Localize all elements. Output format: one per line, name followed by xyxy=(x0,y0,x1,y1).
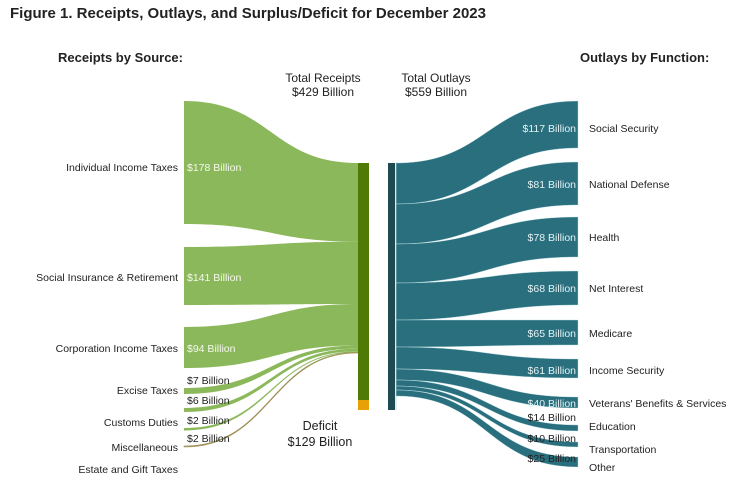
receipt-flow xyxy=(184,101,358,242)
outlay-function-label: Other xyxy=(589,462,616,474)
total-receipts-value: $429 Billion xyxy=(291,85,355,99)
receipt-value-label: $2 Billion xyxy=(187,433,230,445)
outlay-value-label: $78 Billion xyxy=(528,232,577,244)
outlay-flow xyxy=(395,389,579,468)
receipt-source-label: Excise Taxes xyxy=(117,385,178,397)
outlay-function-label: National Defense xyxy=(589,179,670,191)
chart-title: Figure 1. Receipts, Outlays, and Surplus… xyxy=(10,5,486,22)
outlay-function-label: Education xyxy=(589,421,636,433)
outlay-function-label: Transportation xyxy=(589,444,656,456)
total-outlays: Total Outlays $559 Billion xyxy=(391,71,481,99)
outlay-value-label: $40 Billion xyxy=(528,398,577,410)
total-receipts: Total Receipts $429 Billion xyxy=(278,71,368,99)
outlay-flow xyxy=(395,100,579,205)
receipt-flow xyxy=(184,303,358,368)
receipt-value-label: $141 Billion xyxy=(187,272,241,284)
total-outlays-value: $559 Billion xyxy=(404,85,468,99)
receipt-source-label: Corporation Income Taxes xyxy=(56,343,178,355)
outlay-flow xyxy=(395,346,579,379)
receipt-value-label: $7 Billion xyxy=(187,375,230,387)
receipt-value-label: $178 Billion xyxy=(187,162,241,174)
outlays-header: Outlays by Function: xyxy=(580,50,710,65)
outlay-flow xyxy=(395,319,579,348)
receipt-flow xyxy=(184,345,358,394)
outlay-function-label: Health xyxy=(589,232,620,244)
receipt-source-label: Individual Income Taxes xyxy=(66,162,178,174)
receipts-header: Receipts by Source: xyxy=(58,50,183,65)
receipt-source-label: Social Insurance & Retirement xyxy=(36,272,178,284)
receipt-value-label: $2 Billion xyxy=(187,415,230,427)
outlay-flow xyxy=(395,368,579,409)
outlay-flow xyxy=(395,270,579,321)
outlay-value-label: $14 Billion xyxy=(528,412,577,424)
receipt-flow xyxy=(184,241,358,305)
outlay-value-label: $81 Billion xyxy=(528,179,577,191)
outlay-function-label: Net Interest xyxy=(589,283,643,295)
receipt-source-label: Miscellaneous xyxy=(111,442,178,454)
receipt-flow xyxy=(184,351,358,431)
deficit-label-group: Deficit $129 Billion xyxy=(275,418,365,450)
outlay-value-label: $10 Billion xyxy=(528,433,577,445)
receipts-node-bar xyxy=(358,163,369,400)
receipt-source-label: Customs Duties xyxy=(104,417,178,429)
receipt-value-label: $6 Billion xyxy=(187,395,230,407)
outlay-flow xyxy=(395,216,579,284)
outlay-function-label: Social Security xyxy=(589,123,659,135)
outlay-flow xyxy=(395,161,579,245)
outlay-flow xyxy=(395,385,579,448)
receipt-flow xyxy=(184,348,358,412)
outlay-value-label: $65 Billion xyxy=(528,328,577,340)
outlay-function-label: Veterans' Benefits & Services xyxy=(589,398,726,410)
outlay-value-label: $25 Billion xyxy=(528,453,577,465)
total-outlays-label: Total Outlays xyxy=(401,71,471,85)
outlay-function-label: Medicare xyxy=(589,328,632,340)
receipt-source-label: Estate and Gift Taxes xyxy=(78,464,178,476)
outlays-node-bar xyxy=(388,163,395,410)
outlay-flow xyxy=(395,379,579,432)
receipt-value-label: $94 Billion xyxy=(187,343,236,355)
deficit-bar xyxy=(358,400,369,410)
outlay-value-label: $68 Billion xyxy=(528,283,577,295)
deficit-value: $129 Billion xyxy=(287,435,353,449)
outlay-function-label: Income Security xyxy=(589,365,665,377)
total-receipts-label: Total Receipts xyxy=(285,71,361,85)
deficit-label: Deficit xyxy=(302,419,338,433)
outlay-value-label: $61 Billion xyxy=(528,365,577,377)
outlay-value-label: $117 Billion xyxy=(522,123,576,135)
